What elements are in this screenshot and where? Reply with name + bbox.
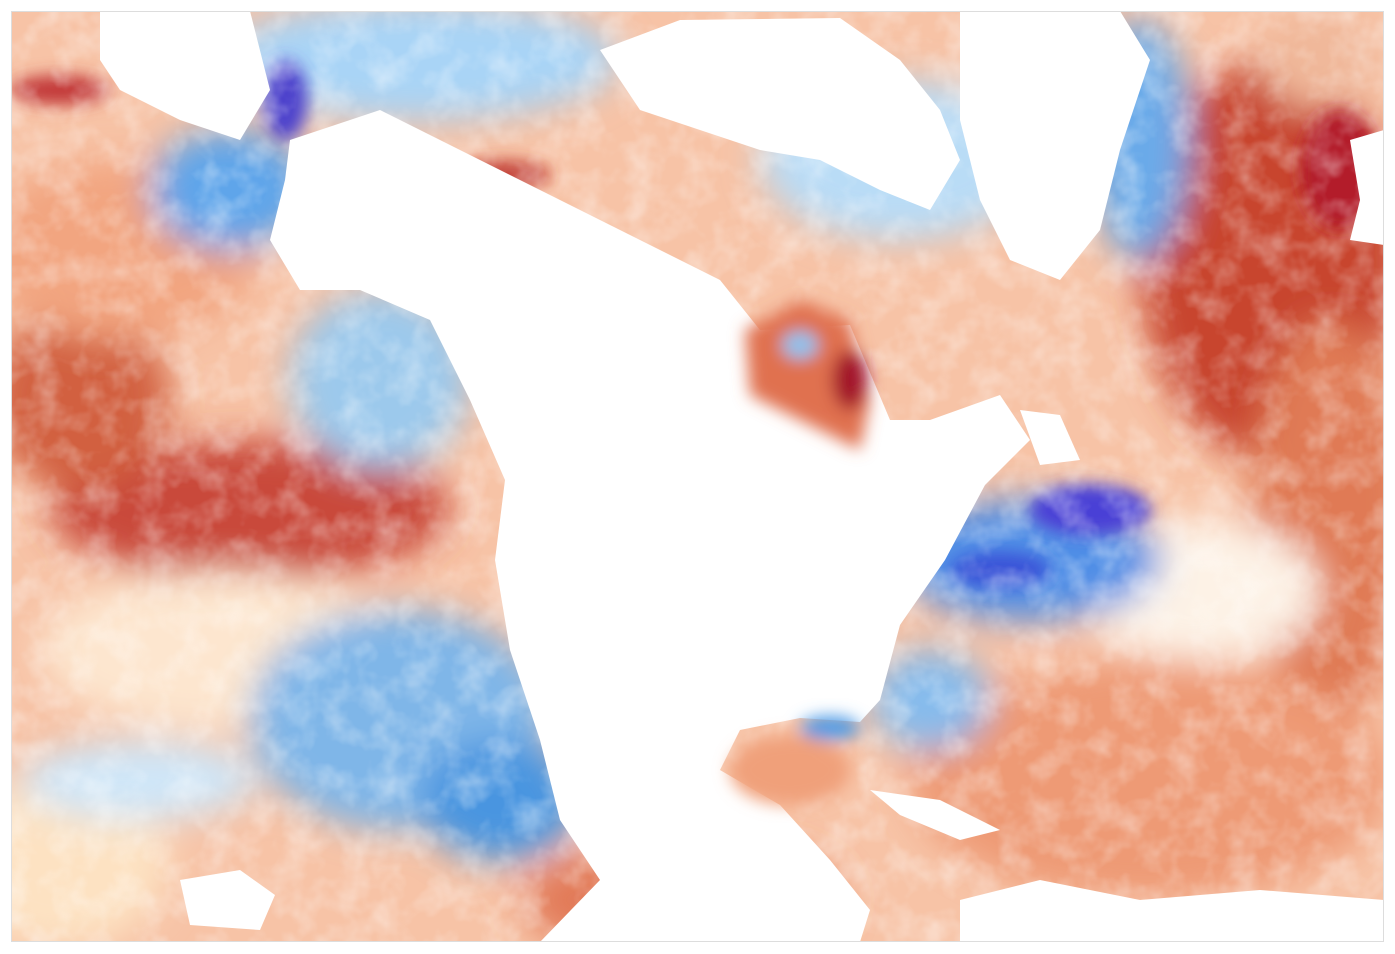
pacific-void: [180, 870, 275, 930]
gulf-of-mexico: [730, 716, 860, 805]
gulf-warm: [730, 735, 850, 805]
europe: [1350, 130, 1384, 245]
map-frame: [11, 11, 1384, 942]
north-america: [270, 110, 1030, 942]
south-america: [960, 880, 1384, 942]
siberia: [100, 11, 270, 140]
caribbean-islands: [870, 790, 1000, 840]
arctic-islands: [600, 18, 960, 210]
bay-warm: [745, 300, 870, 450]
hudson-bay: [745, 300, 870, 450]
newfoundland: [1020, 410, 1080, 465]
bay-cool: [782, 331, 818, 359]
bay-strong-warm: [832, 350, 868, 410]
land: [100, 11, 1384, 942]
gulf-cool: [800, 716, 860, 740]
greenland: [960, 11, 1150, 280]
